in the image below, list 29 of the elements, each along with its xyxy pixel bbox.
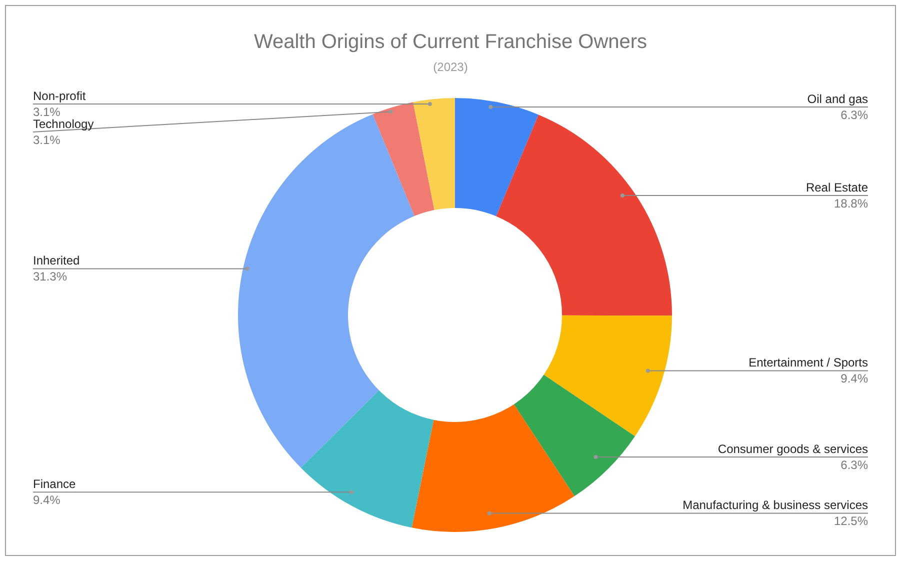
- donut-slice: [455, 98, 539, 216]
- chart-title: Wealth Origins of Current Franchise Owners: [252, 31, 648, 54]
- slice-label: Consumer goods & services: [718, 442, 868, 456]
- donut-slice: [544, 315, 672, 436]
- data-label: 6.3%: [840, 458, 868, 472]
- data-label: 9.4%: [840, 372, 868, 386]
- donut-slice: [372, 102, 434, 216]
- slice-label: Non-profit: [33, 88, 86, 103]
- data-label: 31.3%: [33, 270, 68, 284]
- slice-label: Manufacturing & business services: [682, 498, 868, 512]
- donut-slice: [413, 98, 455, 210]
- donut-slice: [514, 374, 636, 496]
- donut-slice: [496, 114, 672, 316]
- slice-label: Real Estate: [806, 180, 868, 194]
- data-label: 9.4%: [33, 493, 61, 508]
- slice-label: Technology: [33, 116, 94, 131]
- donut-slice: [238, 114, 414, 468]
- data-label: 6.3%: [840, 108, 868, 122]
- slice-label: Finance: [33, 477, 76, 492]
- slice-label: Entertainment / Sports: [748, 356, 868, 370]
- chart-subtitle: (2023): [432, 60, 469, 74]
- data-label: 3.1%: [33, 104, 61, 119]
- data-label: 18.8%: [834, 196, 868, 210]
- donut-slice: [412, 404, 574, 532]
- data-label: 3.1%: [33, 132, 61, 147]
- slice-label: Inherited: [33, 254, 80, 268]
- data-label: 12.5%: [834, 514, 868, 528]
- slice-label: Oil and gas: [807, 92, 868, 106]
- donut-slice: [300, 390, 434, 528]
